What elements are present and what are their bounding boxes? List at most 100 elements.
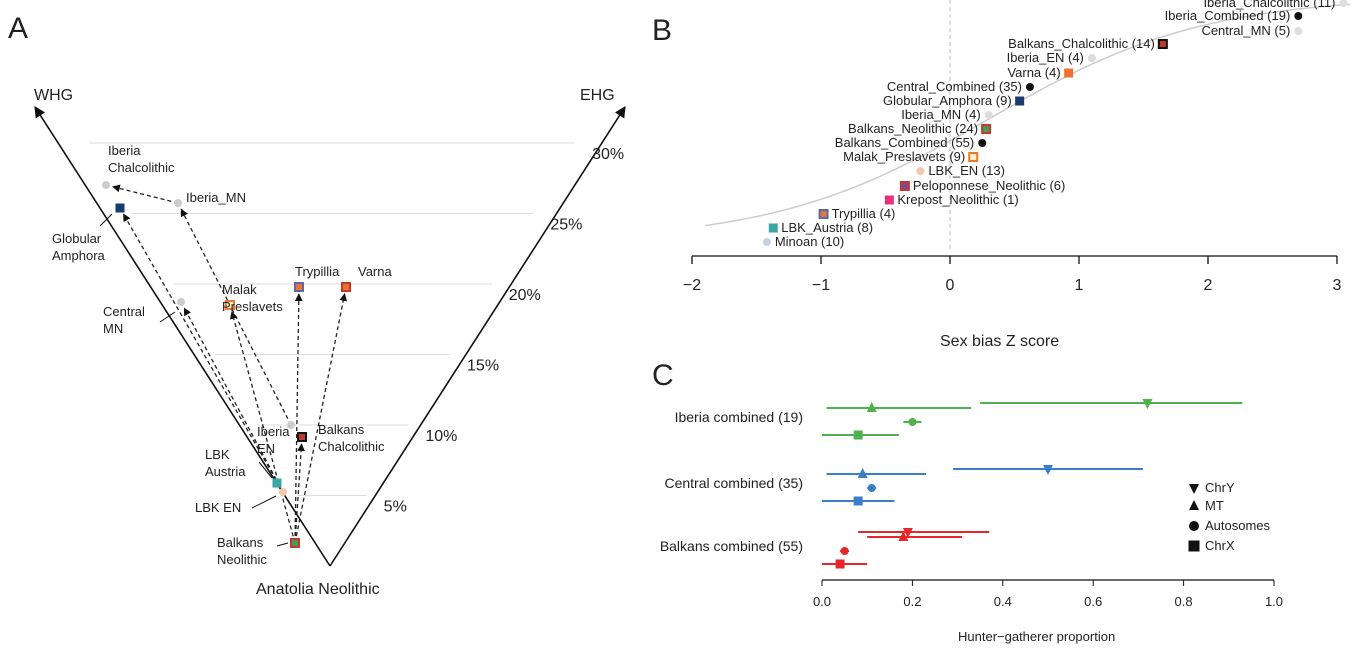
a-point-balkans-chalcolithic — [297, 432, 307, 442]
a-point-label: EN — [257, 441, 275, 456]
a-y-tick-label: 20% — [509, 287, 541, 304]
legend-label: ChrY — [1205, 480, 1235, 495]
b-point — [899, 181, 910, 191]
corner-label-anatolia: Anatolia Neolithic — [256, 581, 380, 598]
b-x-axis-label: Sex bias Z score — [940, 333, 1059, 350]
legend-label: Autosomes — [1205, 518, 1271, 533]
a-point-label: Iberia_MN — [186, 190, 246, 205]
b-point — [1087, 54, 1096, 62]
corner-label-whg: WHG — [34, 87, 73, 104]
a-y-tick-label: 25% — [550, 217, 582, 234]
c-point-chry — [1142, 399, 1153, 409]
migration-arrow — [122, 213, 284, 493]
a-point-trypillia — [294, 282, 304, 292]
b-point-label: Balkans_Neolithic (24) — [848, 121, 978, 136]
b-point — [968, 152, 979, 162]
panel-label-b: B — [652, 14, 672, 47]
a-point-iberia-en — [287, 421, 295, 429]
b-x-tick-label: −1 — [812, 277, 830, 294]
a-y-tick-label: 15% — [467, 358, 499, 375]
b-point-label: Balkans_Chalcolithic (14) — [1008, 36, 1155, 51]
leader-line — [159, 311, 176, 323]
c-x-axis-label: Hunter−gatherer proportion — [958, 629, 1115, 644]
corner-label-ehg: EHG — [580, 87, 615, 104]
a-y-tick-label: 10% — [425, 428, 457, 445]
b-point-label: Krepost_Neolithic (1) — [897, 192, 1018, 207]
whg-axis — [34, 106, 331, 567]
a-point-label: Balkans — [217, 535, 264, 550]
sex-bias-plot: Sex bias Z score −2 −1 0 1 2 3 Iberia_Chalcoli… — [683, 0, 1350, 350]
leader-line — [258, 461, 273, 479]
b-point-label: Iberia_Chalcolithic (11) — [1203, 0, 1335, 10]
c-point-autosomes — [908, 418, 917, 426]
ehg-axis — [329, 106, 626, 567]
b-point-label: LBK_Austria (8) — [781, 220, 873, 235]
migration-arrow — [294, 293, 348, 544]
ternary-plot: WHG EHG Anatolia Neolithic 5% 10% 15% 20% 25… — [34, 87, 626, 598]
a-point-varna — [341, 282, 351, 292]
b-point — [984, 111, 993, 119]
a-point-label: Malak — [222, 282, 257, 297]
a-point-label: Chalcolithic — [108, 160, 175, 175]
a-point-label: Varna — [358, 264, 392, 279]
a-point-label: Neolithic — [217, 552, 267, 567]
b-point — [1025, 83, 1034, 91]
hunter-gatherer-plot: Hunter−gatherer proportion 0.0 0.2 0.4 0.6 0… — [660, 399, 1283, 644]
b-point — [1015, 96, 1025, 106]
b-point-label: Iberia_MN (4) — [901, 107, 980, 122]
a-y-tick-label: 30% — [592, 146, 624, 163]
c-category-label: Balkans combined (55) — [660, 538, 803, 554]
c-point-mt — [866, 402, 877, 412]
b-point-label: Iberia_Combined (19) — [1165, 8, 1291, 23]
a-point-lbk-en — [279, 488, 287, 496]
a-point-iberia-chalcolithic — [102, 181, 110, 189]
b-point — [768, 223, 778, 233]
b-point — [916, 167, 925, 175]
a-point-label: Globular — [52, 231, 102, 246]
legend-marker-mt — [1189, 500, 1199, 510]
b-x-tick-label: 2 — [1204, 277, 1213, 294]
leader-line — [99, 213, 113, 227]
a-point-balkans-neolithic — [290, 538, 300, 548]
leader-line — [276, 542, 289, 547]
b-x-tick-label: −2 — [683, 277, 701, 294]
b-point — [1294, 12, 1303, 20]
b-point-label: LBK_EN (13) — [928, 163, 1005, 178]
a-point-label: Iberia — [108, 143, 141, 158]
b-point-label: Peloponnese_Neolithic (6) — [913, 178, 1065, 193]
c-point-autosomes — [840, 547, 849, 555]
a-point-label: LBK EN — [195, 500, 241, 515]
b-point-label: Minoan (10) — [775, 234, 844, 249]
b-point — [818, 209, 829, 219]
c-point-chry — [1043, 465, 1053, 475]
b-point — [1294, 27, 1303, 35]
c-category-label: Central combined (35) — [664, 475, 803, 491]
migration-arrow — [112, 184, 179, 204]
a-y-tick-label: 5% — [384, 499, 407, 516]
b-point — [1157, 39, 1168, 49]
b-x-tick-label: 0 — [946, 277, 955, 294]
a-point-label: LBK — [205, 447, 230, 462]
a-point-label: Trypillia — [295, 264, 340, 279]
a-point-label: Preslavets — [222, 299, 283, 314]
a-point-label: MN — [103, 321, 123, 336]
a-point-label: Chalcolithic — [318, 439, 385, 454]
c-point-chrx — [853, 496, 863, 506]
migration-arrow — [229, 311, 296, 544]
a-point-label: Amphora — [52, 248, 106, 263]
b-point — [981, 124, 992, 134]
a-point-iberia-mn — [174, 199, 182, 207]
migration-arrow — [180, 208, 292, 426]
legend-marker-chry — [1189, 484, 1199, 494]
a-point-globular-amphora — [115, 203, 125, 213]
b-point-label: Varna (4) — [1007, 65, 1060, 80]
c-point-autosomes — [867, 484, 876, 492]
leader-line — [251, 495, 277, 509]
b-point — [884, 195, 894, 205]
b-point — [1339, 0, 1348, 7]
b-x-tick-label: 1 — [1075, 277, 1084, 294]
b-point-label: Central_MN (5) — [1201, 23, 1290, 38]
c-x-tick-label: 0.2 — [903, 594, 921, 609]
c-point-mt — [857, 468, 868, 478]
panel-label-c: C — [652, 359, 674, 392]
